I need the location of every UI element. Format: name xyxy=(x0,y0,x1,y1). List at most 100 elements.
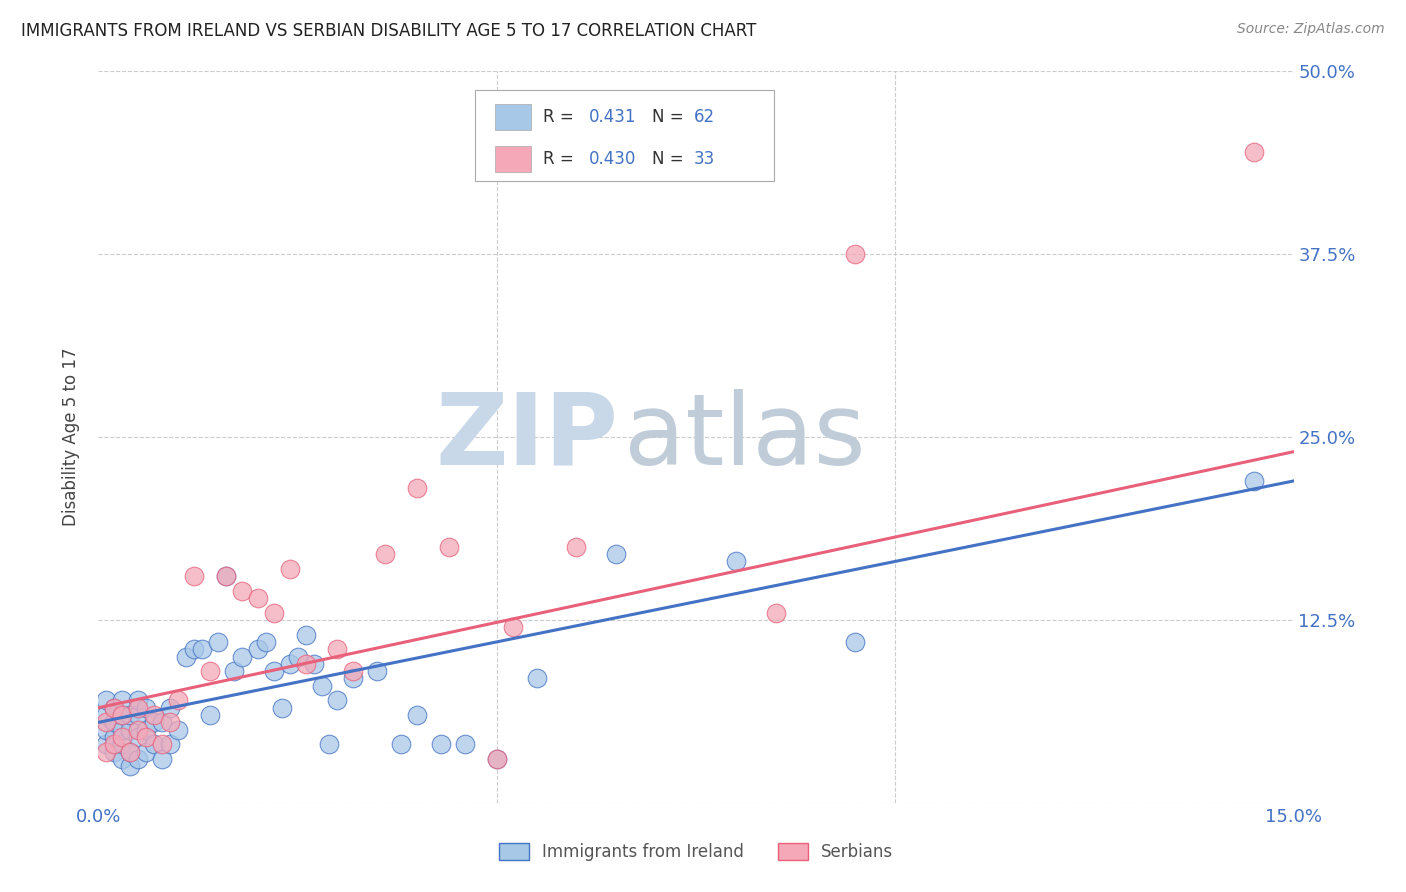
Point xyxy=(150,752,173,766)
Point xyxy=(437,540,460,554)
Point xyxy=(120,708,142,723)
FancyBboxPatch shape xyxy=(475,90,773,181)
Point xyxy=(565,540,588,554)
Point xyxy=(143,715,166,730)
Point xyxy=(103,715,125,730)
Text: N =: N = xyxy=(652,108,689,126)
Point xyxy=(174,649,197,664)
Point xyxy=(278,657,301,671)
Point xyxy=(278,562,301,576)
Point xyxy=(103,730,125,744)
Point xyxy=(326,642,349,657)
Point xyxy=(342,672,364,686)
Point xyxy=(246,591,269,605)
Point xyxy=(96,745,118,759)
Bar xyxy=(495,104,531,130)
Point xyxy=(231,649,253,664)
Point xyxy=(96,723,118,737)
Point xyxy=(103,737,125,751)
Point xyxy=(294,627,316,641)
Point xyxy=(374,547,396,561)
Point xyxy=(246,642,269,657)
Point xyxy=(765,606,787,620)
Point xyxy=(389,737,412,751)
Point xyxy=(111,737,134,751)
Point xyxy=(430,737,453,751)
Point xyxy=(111,730,134,744)
Text: IMMIGRANTS FROM IRELAND VS SERBIAN DISABILITY AGE 5 TO 17 CORRELATION CHART: IMMIGRANTS FROM IRELAND VS SERBIAN DISAB… xyxy=(21,22,756,40)
Point xyxy=(111,693,134,707)
Point xyxy=(111,723,134,737)
Point xyxy=(183,642,205,657)
Point xyxy=(143,708,166,723)
Point xyxy=(111,708,134,723)
Point xyxy=(120,745,142,759)
Text: R =: R = xyxy=(543,150,579,168)
Point xyxy=(127,723,149,737)
Point xyxy=(120,723,142,737)
Text: Source: ZipAtlas.com: Source: ZipAtlas.com xyxy=(1237,22,1385,37)
Point xyxy=(96,708,118,723)
Point xyxy=(96,693,118,707)
Point xyxy=(120,759,142,773)
Point xyxy=(127,693,149,707)
Y-axis label: Disability Age 5 to 17: Disability Age 5 to 17 xyxy=(62,348,80,526)
Point xyxy=(127,700,149,714)
Bar xyxy=(495,146,531,172)
Point xyxy=(183,569,205,583)
Text: R =: R = xyxy=(543,108,579,126)
Point xyxy=(150,715,173,730)
Point xyxy=(294,657,316,671)
Legend: Immigrants from Ireland, Serbians: Immigrants from Ireland, Serbians xyxy=(492,836,900,868)
Point xyxy=(103,745,125,759)
Point xyxy=(167,723,190,737)
Point xyxy=(198,664,221,678)
Point xyxy=(96,715,118,730)
Point xyxy=(127,708,149,723)
Point xyxy=(1243,145,1265,159)
Point xyxy=(318,737,340,751)
Point xyxy=(366,664,388,678)
Point xyxy=(1243,474,1265,488)
Point xyxy=(159,700,181,714)
Point xyxy=(111,708,134,723)
Point xyxy=(724,554,747,568)
Text: 0.430: 0.430 xyxy=(589,150,636,168)
Text: 0.431: 0.431 xyxy=(589,108,636,126)
Point xyxy=(127,730,149,744)
Point xyxy=(111,752,134,766)
Point xyxy=(150,737,173,751)
Point xyxy=(311,679,333,693)
Point xyxy=(485,752,508,766)
Point xyxy=(844,247,866,261)
Point xyxy=(342,664,364,678)
Point xyxy=(159,737,181,751)
Point xyxy=(215,569,238,583)
Text: N =: N = xyxy=(652,150,689,168)
Point xyxy=(485,752,508,766)
Point xyxy=(103,700,125,714)
Point xyxy=(406,708,429,723)
Point xyxy=(191,642,214,657)
Point xyxy=(135,745,157,759)
Point xyxy=(263,606,285,620)
Point xyxy=(120,745,142,759)
Text: 33: 33 xyxy=(693,150,714,168)
Point xyxy=(167,693,190,707)
Point xyxy=(207,635,229,649)
Point xyxy=(605,547,627,561)
Point xyxy=(263,664,285,678)
Point xyxy=(406,481,429,495)
Point xyxy=(326,693,349,707)
Point xyxy=(96,737,118,751)
Point xyxy=(526,672,548,686)
Text: ZIP: ZIP xyxy=(436,389,619,485)
Point xyxy=(844,635,866,649)
Point xyxy=(222,664,245,678)
Text: 62: 62 xyxy=(693,108,714,126)
Point xyxy=(302,657,325,671)
Point xyxy=(270,700,292,714)
Point xyxy=(143,737,166,751)
Point xyxy=(287,649,309,664)
Point xyxy=(135,700,157,714)
